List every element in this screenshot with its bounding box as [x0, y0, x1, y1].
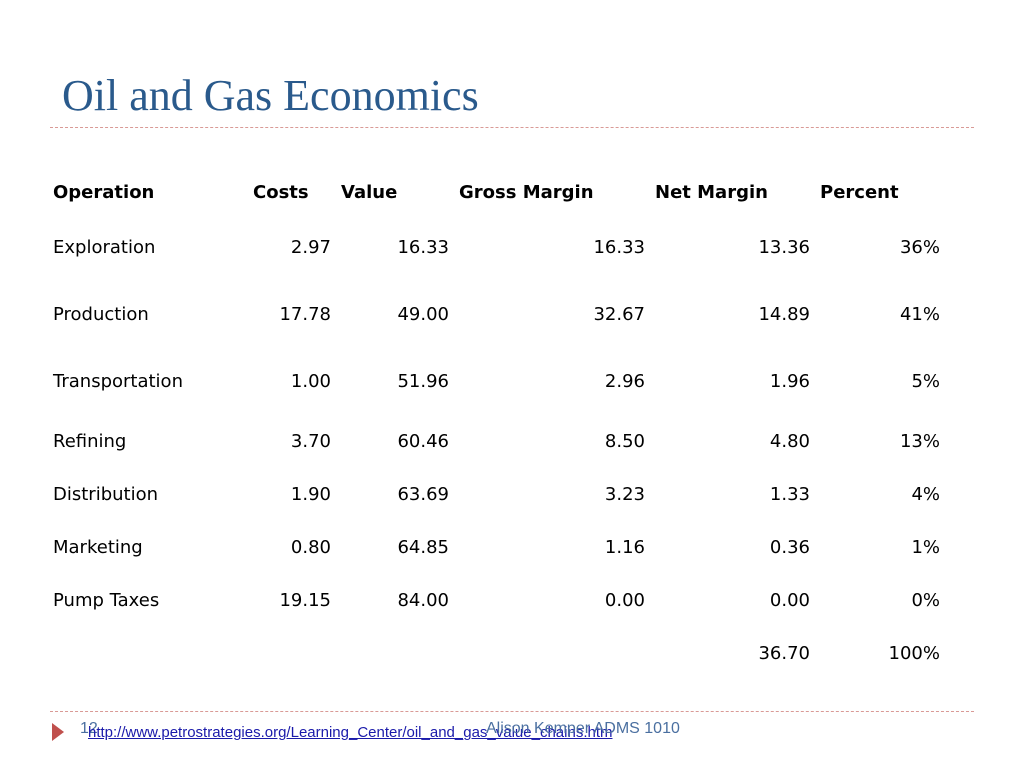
cell-operation: Exploration [53, 237, 156, 258]
cell-costs: 1.00 [290, 371, 331, 392]
cell-value: 51.96 [397, 371, 449, 392]
cell-operation: Pump Taxes [53, 590, 160, 611]
cell-operation [48, 627, 248, 680]
cell-costs [248, 627, 336, 680]
cell-percent: 0% [911, 590, 940, 611]
footer-author: Alison Kemper ADMS 1010 [486, 720, 680, 737]
cell-costs: 1.90 [290, 484, 331, 505]
cell-net-margin: 1.33 [769, 484, 810, 505]
cell-costs: 2.97 [290, 237, 331, 258]
page-number: 12 [80, 720, 98, 737]
cell-value [336, 627, 454, 680]
header-operation: Operation [53, 181, 155, 203]
economics-table: Operation Costs Value Gross Margin Net M… [48, 170, 945, 680]
cell-net-margin: 0.00 [769, 590, 810, 611]
cell-costs: 19.15 [279, 590, 331, 611]
cell-operation: Refining [53, 431, 127, 452]
cell-gross-margin: 3.23 [604, 484, 645, 505]
cell-value: 64.85 [397, 537, 449, 558]
table-row: Exploration 2.97 16.33 16.33 13.36 36% [48, 214, 945, 281]
cell-costs: 3.70 [290, 431, 331, 452]
table-header-row: Operation Costs Value Gross Margin Net M… [48, 170, 945, 214]
table-total-row: 36.70 100% [48, 627, 945, 680]
cell-net-margin: 4.80 [769, 431, 810, 452]
cell-percent: 5% [911, 371, 940, 392]
header-costs: Costs [253, 181, 309, 203]
table-row: Distribution 1.90 63.69 3.23 1.33 4% [48, 468, 945, 521]
cell-percent: 1% [911, 537, 940, 558]
cell-gross-margin: 0.00 [604, 590, 645, 611]
cell-gross-margin: 2.96 [604, 371, 645, 392]
table-row: Refining 3.70 60.46 8.50 4.80 13% [48, 415, 945, 468]
table-row: Transportation 1.00 51.96 2.96 1.96 5% [48, 348, 945, 415]
cell-percent: 13% [899, 431, 940, 452]
cell-costs: 0.80 [290, 537, 331, 558]
cell-percent: 36% [899, 237, 940, 258]
cell-percent-total: 100% [888, 643, 940, 664]
cell-value: 63.69 [397, 484, 449, 505]
cell-percent: 41% [899, 304, 940, 325]
right-triangle-arrow-icon [52, 723, 64, 741]
cell-operation: Production [53, 304, 149, 325]
source-link[interactable]: http://www.petrostrategies.org/Learning_… [88, 724, 613, 741]
cell-costs: 17.78 [279, 304, 331, 325]
slide-title: Oil and Gas Economics [62, 71, 479, 120]
cell-gross-margin: 32.67 [593, 304, 645, 325]
cell-gross-margin: 16.33 [593, 237, 645, 258]
footer-divider [50, 711, 974, 712]
cell-value: 49.00 [397, 304, 449, 325]
header-net-margin: Net Margin [655, 181, 768, 203]
cell-percent: 4% [911, 484, 940, 505]
cell-gross-margin: 1.16 [604, 537, 645, 558]
cell-net-margin: 14.89 [758, 304, 810, 325]
cell-operation: Marketing [53, 537, 143, 558]
header-gross-margin: Gross Margin [459, 181, 594, 203]
cell-net-margin-total: 36.70 [758, 643, 810, 664]
cell-value: 60.46 [397, 431, 449, 452]
cell-gross-margin: 8.50 [604, 431, 645, 452]
cell-operation: Transportation [53, 371, 183, 392]
title-divider [50, 127, 974, 128]
cell-net-margin: 13.36 [758, 237, 810, 258]
cell-net-margin: 0.36 [769, 537, 810, 558]
table-row: Production 17.78 49.00 32.67 14.89 41% [48, 281, 945, 348]
cell-value: 16.33 [397, 237, 449, 258]
cell-gross-margin [454, 627, 650, 680]
table-row: Marketing 0.80 64.85 1.16 0.36 1% [48, 521, 945, 574]
table-row: Pump Taxes 19.15 84.00 0.00 0.00 0% [48, 574, 945, 627]
header-value: Value [341, 181, 398, 203]
cell-value: 84.00 [397, 590, 449, 611]
header-percent: Percent [820, 181, 899, 203]
cell-operation: Distribution [53, 484, 159, 505]
cell-net-margin: 1.96 [769, 371, 810, 392]
